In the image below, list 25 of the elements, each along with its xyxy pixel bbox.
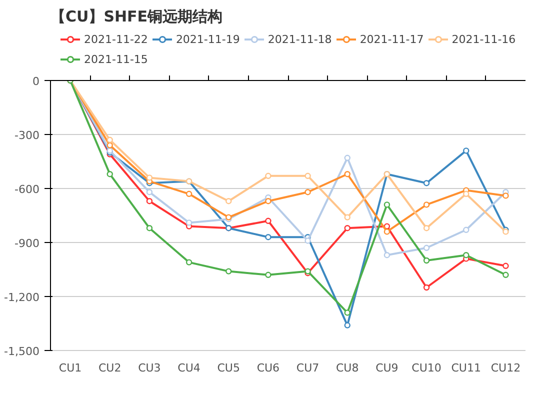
legend-label: 2021-11-18 [268, 32, 332, 46]
x-tick-label: CU8 [336, 362, 359, 374]
legend-label: 2021-11-17 [360, 32, 424, 46]
x-tick-label: CU12 [490, 362, 521, 374]
chart-title: 【CU】SHFE铜远期结构 [50, 8, 223, 26]
y-tick-label: -1,200 [4, 291, 40, 304]
y-tick-label: -1,500 [4, 345, 40, 358]
y-tick-label: -300 [14, 129, 40, 142]
x-tick-label: CU4 [178, 362, 200, 374]
legend-label: 2021-11-16 [452, 32, 516, 46]
x-tick-label: CU1 [58, 362, 82, 374]
x-tick-label: CU6 [256, 362, 280, 374]
y-tick-label: -900 [14, 237, 40, 250]
x-tick-label: CU5 [217, 362, 240, 374]
x-tick-label: CU11 [451, 362, 481, 374]
x-tick-label: CU3 [138, 362, 161, 374]
y-tick-label: 0 [32, 75, 40, 88]
legend-label: 2021-11-15 [84, 52, 148, 66]
x-tick-label: CU2 [98, 362, 122, 374]
legend-label: 2021-11-19 [176, 32, 240, 46]
legend-label: 2021-11-22 [84, 32, 148, 46]
y-tick-label: -600 [14, 183, 40, 196]
x-tick-label: CU9 [376, 362, 398, 374]
x-tick-label: CU7 [296, 362, 320, 374]
x-tick-label: CU10 [412, 362, 442, 374]
